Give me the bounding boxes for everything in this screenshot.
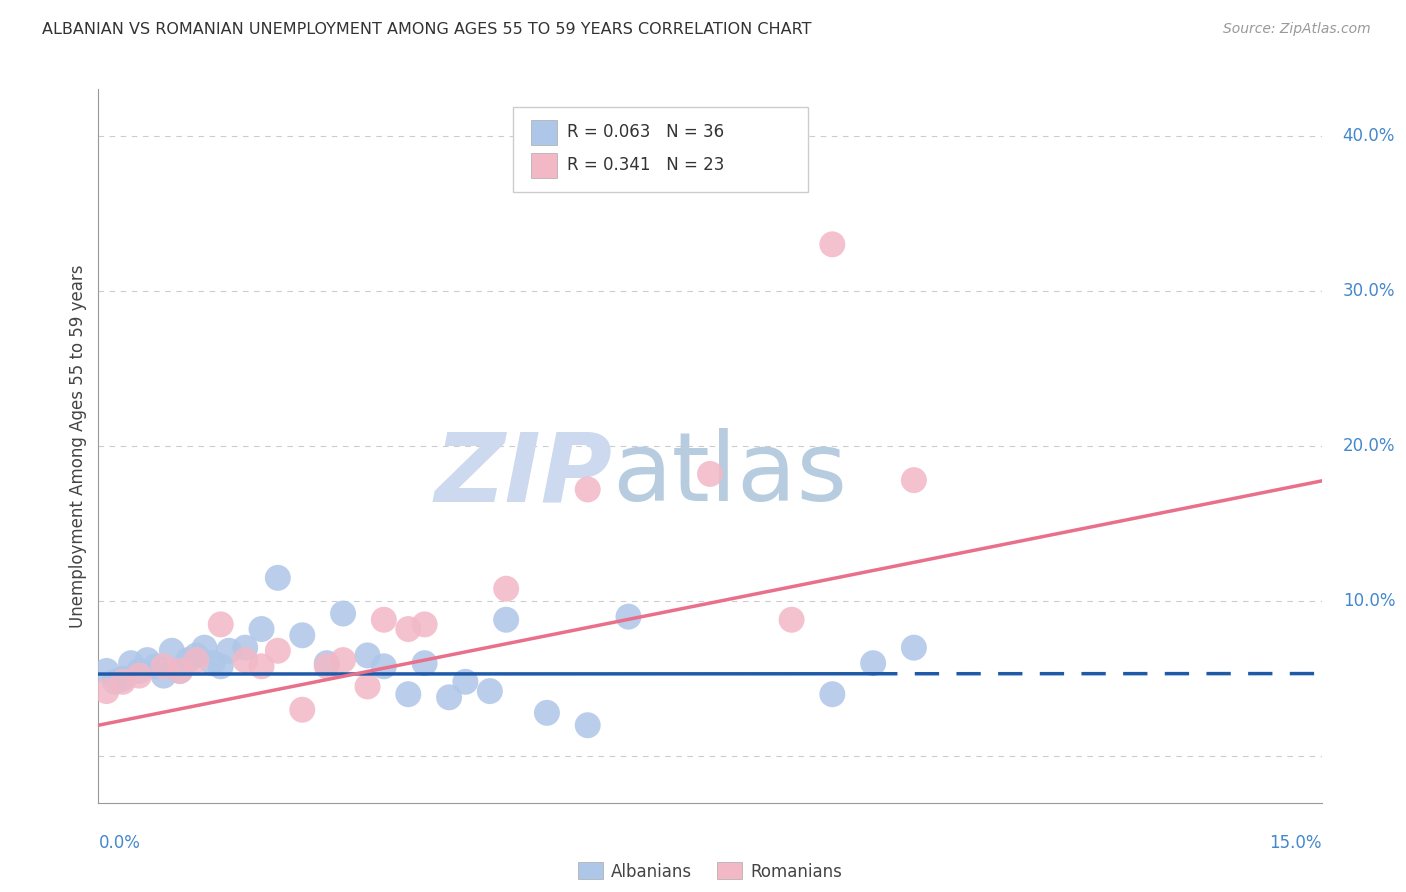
Point: [291, 628, 314, 642]
Text: 20.0%: 20.0%: [1343, 437, 1395, 455]
Point: [233, 653, 256, 667]
Point: [699, 467, 721, 481]
Point: [437, 690, 460, 705]
Text: ZIP: ZIP: [434, 428, 612, 521]
Point: [396, 687, 419, 701]
Text: R = 0.063   N = 36: R = 0.063 N = 36: [567, 123, 724, 141]
Point: [152, 668, 174, 682]
Y-axis label: Unemployment Among Ages 55 to 59 years: Unemployment Among Ages 55 to 59 years: [69, 264, 87, 628]
Point: [145, 659, 167, 673]
Point: [120, 656, 142, 670]
Point: [396, 622, 419, 636]
Point: [209, 659, 232, 673]
Point: [373, 613, 395, 627]
Point: [413, 617, 436, 632]
Point: [96, 684, 118, 698]
Text: 15.0%: 15.0%: [1270, 834, 1322, 852]
Legend: Albanians, Romanians: Albanians, Romanians: [571, 855, 849, 888]
Point: [218, 644, 240, 658]
Point: [250, 659, 273, 673]
Point: [233, 640, 256, 655]
Text: Source: ZipAtlas.com: Source: ZipAtlas.com: [1223, 22, 1371, 37]
Text: 0.0%: 0.0%: [98, 834, 141, 852]
Point: [177, 653, 200, 667]
Text: R = 0.341   N = 23: R = 0.341 N = 23: [567, 156, 724, 174]
Point: [576, 483, 599, 497]
Point: [495, 582, 517, 596]
Point: [201, 656, 224, 670]
Point: [104, 674, 127, 689]
Point: [356, 648, 378, 663]
Point: [315, 659, 337, 673]
Point: [111, 674, 134, 689]
Point: [267, 571, 290, 585]
Point: [169, 664, 191, 678]
Point: [169, 664, 191, 678]
Point: [128, 664, 150, 678]
Point: [160, 644, 183, 658]
Point: [576, 718, 599, 732]
Text: 30.0%: 30.0%: [1343, 282, 1395, 300]
Text: 40.0%: 40.0%: [1343, 127, 1395, 145]
Text: 10.0%: 10.0%: [1343, 592, 1395, 610]
Point: [617, 609, 640, 624]
Point: [267, 644, 290, 658]
Point: [780, 613, 803, 627]
Point: [315, 656, 337, 670]
Point: [356, 680, 378, 694]
Point: [128, 668, 150, 682]
Point: [250, 622, 273, 636]
Point: [454, 674, 477, 689]
Text: atlas: atlas: [612, 428, 848, 521]
Point: [209, 617, 232, 632]
Point: [821, 237, 844, 252]
Point: [291, 703, 314, 717]
Point: [903, 473, 925, 487]
Point: [152, 659, 174, 673]
Point: [536, 706, 558, 720]
Point: [495, 613, 517, 627]
Point: [373, 659, 395, 673]
Point: [136, 653, 159, 667]
Point: [862, 656, 884, 670]
Point: [111, 672, 134, 686]
Point: [193, 640, 215, 655]
Point: [332, 607, 354, 621]
Point: [186, 653, 208, 667]
Point: [96, 664, 118, 678]
Point: [186, 648, 208, 663]
Point: [903, 640, 925, 655]
Point: [332, 653, 354, 667]
Point: [478, 684, 501, 698]
Point: [821, 687, 844, 701]
Point: [413, 656, 436, 670]
Text: ALBANIAN VS ROMANIAN UNEMPLOYMENT AMONG AGES 55 TO 59 YEARS CORRELATION CHART: ALBANIAN VS ROMANIAN UNEMPLOYMENT AMONG …: [42, 22, 811, 37]
